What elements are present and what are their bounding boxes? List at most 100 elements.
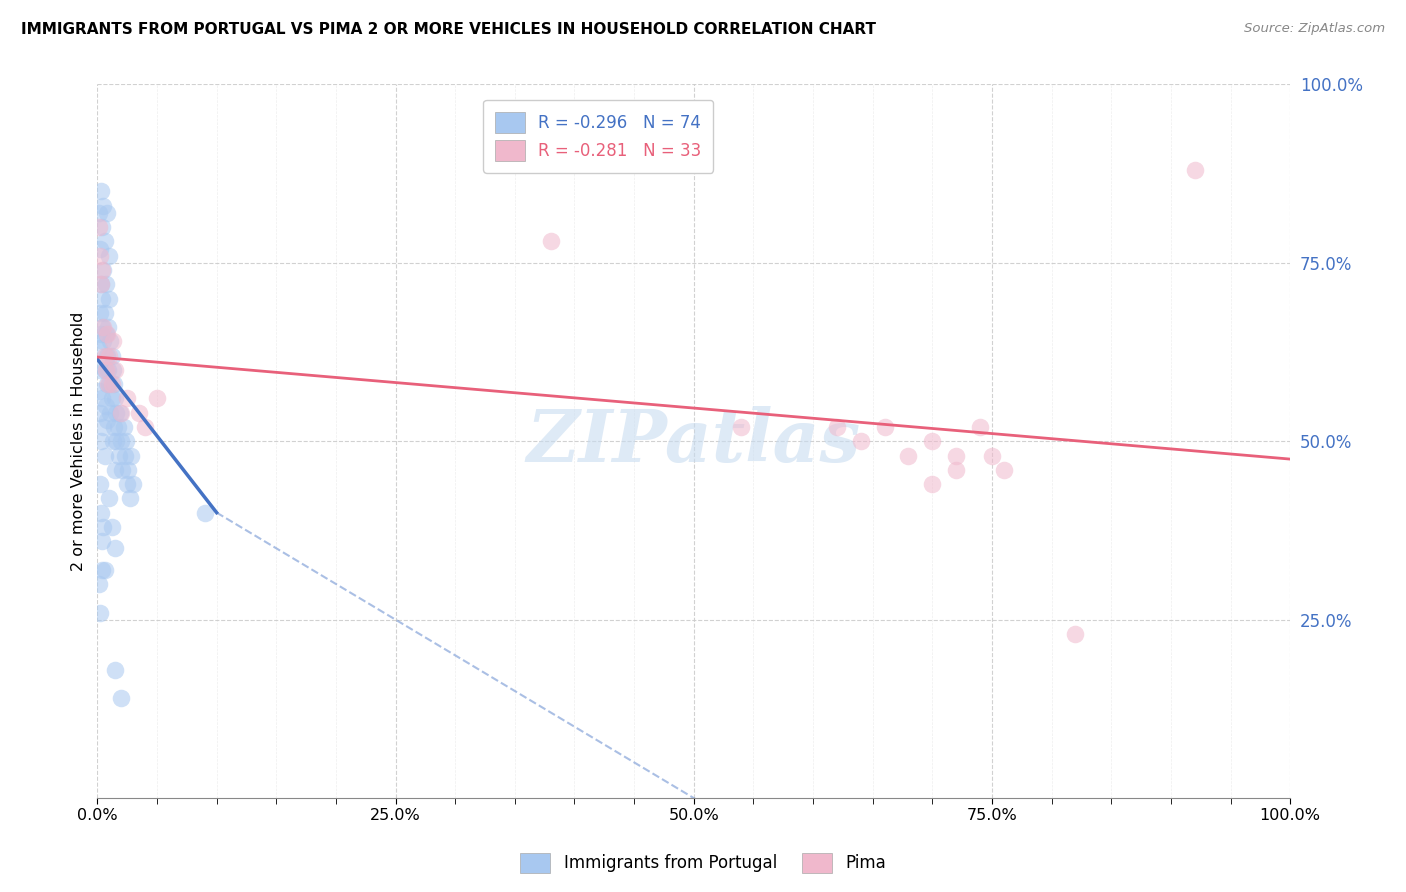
Point bbox=[89, 249, 111, 263]
Point bbox=[110, 406, 132, 420]
Point bbox=[87, 342, 110, 356]
Point bbox=[128, 406, 150, 420]
Point bbox=[104, 663, 127, 677]
Point bbox=[849, 434, 872, 449]
Point bbox=[93, 349, 115, 363]
Point bbox=[93, 306, 115, 320]
Point bbox=[110, 691, 132, 706]
Point bbox=[101, 434, 124, 449]
Point bbox=[921, 477, 943, 491]
Point bbox=[96, 413, 118, 427]
Point bbox=[89, 406, 111, 420]
Point bbox=[105, 434, 128, 449]
Point bbox=[90, 185, 112, 199]
Point bbox=[93, 235, 115, 249]
Point bbox=[91, 199, 114, 213]
Point bbox=[89, 242, 111, 256]
Point bbox=[91, 292, 114, 306]
Point bbox=[98, 377, 121, 392]
Point bbox=[1184, 163, 1206, 178]
Point bbox=[825, 420, 848, 434]
Point bbox=[945, 463, 967, 477]
Point bbox=[194, 506, 217, 520]
Point bbox=[91, 520, 114, 534]
Point bbox=[146, 392, 169, 406]
Point bbox=[96, 377, 118, 392]
Point bbox=[93, 363, 115, 377]
Point bbox=[134, 420, 156, 434]
Point bbox=[87, 577, 110, 591]
Point bbox=[115, 392, 138, 406]
Point bbox=[100, 377, 122, 392]
Point bbox=[112, 420, 135, 434]
Point bbox=[114, 449, 136, 463]
Point bbox=[540, 235, 562, 249]
Point bbox=[90, 434, 112, 449]
Legend: R = -0.296   N = 74, R = -0.281   N = 33: R = -0.296 N = 74, R = -0.281 N = 33 bbox=[484, 100, 713, 173]
Y-axis label: 2 or more Vehicles in Household: 2 or more Vehicles in Household bbox=[72, 311, 86, 571]
Point bbox=[117, 463, 139, 477]
Point bbox=[91, 420, 114, 434]
Point bbox=[110, 434, 132, 449]
Point bbox=[87, 384, 110, 399]
Point bbox=[993, 463, 1015, 477]
Point bbox=[90, 506, 112, 520]
Point bbox=[100, 406, 122, 420]
Point bbox=[100, 349, 122, 363]
Point bbox=[98, 349, 121, 363]
Point bbox=[104, 463, 127, 477]
Point bbox=[104, 392, 127, 406]
Point bbox=[101, 334, 124, 349]
Point bbox=[94, 363, 117, 377]
Point bbox=[103, 420, 125, 434]
Point bbox=[90, 277, 112, 292]
Point bbox=[897, 449, 920, 463]
Point bbox=[969, 420, 991, 434]
Point bbox=[104, 541, 127, 556]
Point bbox=[91, 392, 114, 406]
Point bbox=[91, 263, 114, 277]
Point bbox=[91, 334, 114, 349]
Point bbox=[100, 334, 122, 349]
Point bbox=[90, 327, 112, 342]
Point bbox=[103, 377, 125, 392]
Point bbox=[108, 406, 131, 420]
Text: Source: ZipAtlas.com: Source: ZipAtlas.com bbox=[1244, 22, 1385, 36]
Point bbox=[115, 434, 138, 449]
Point bbox=[104, 363, 127, 377]
Point bbox=[100, 392, 122, 406]
Point bbox=[93, 563, 115, 577]
Point bbox=[91, 563, 114, 577]
Point bbox=[94, 399, 117, 413]
Text: IMMIGRANTS FROM PORTUGAL VS PIMA 2 OR MORE VEHICLES IN HOUSEHOLD CORRELATION CHA: IMMIGRANTS FROM PORTUGAL VS PIMA 2 OR MO… bbox=[21, 22, 876, 37]
Point bbox=[89, 363, 111, 377]
Point bbox=[921, 434, 943, 449]
Point bbox=[98, 249, 121, 263]
Point bbox=[93, 449, 115, 463]
Point bbox=[96, 206, 118, 220]
Point bbox=[122, 477, 145, 491]
Point bbox=[91, 263, 114, 277]
Legend: Immigrants from Portugal, Pima: Immigrants from Portugal, Pima bbox=[513, 847, 893, 880]
Point bbox=[97, 363, 120, 377]
Point bbox=[87, 206, 110, 220]
Point bbox=[981, 449, 1004, 463]
Point bbox=[98, 292, 121, 306]
Point bbox=[111, 463, 134, 477]
Point bbox=[97, 320, 120, 334]
Point bbox=[120, 449, 142, 463]
Point bbox=[98, 491, 121, 506]
Point bbox=[94, 327, 117, 342]
Point bbox=[107, 420, 129, 434]
Point bbox=[105, 406, 128, 420]
Point bbox=[91, 320, 114, 334]
Point bbox=[1064, 627, 1087, 641]
Point bbox=[100, 520, 122, 534]
Point bbox=[89, 306, 111, 320]
Point bbox=[873, 420, 896, 434]
Point bbox=[89, 477, 111, 491]
Point bbox=[101, 363, 124, 377]
Point bbox=[94, 277, 117, 292]
Text: ZIPatlas: ZIPatlas bbox=[527, 406, 860, 476]
Point bbox=[91, 220, 114, 235]
